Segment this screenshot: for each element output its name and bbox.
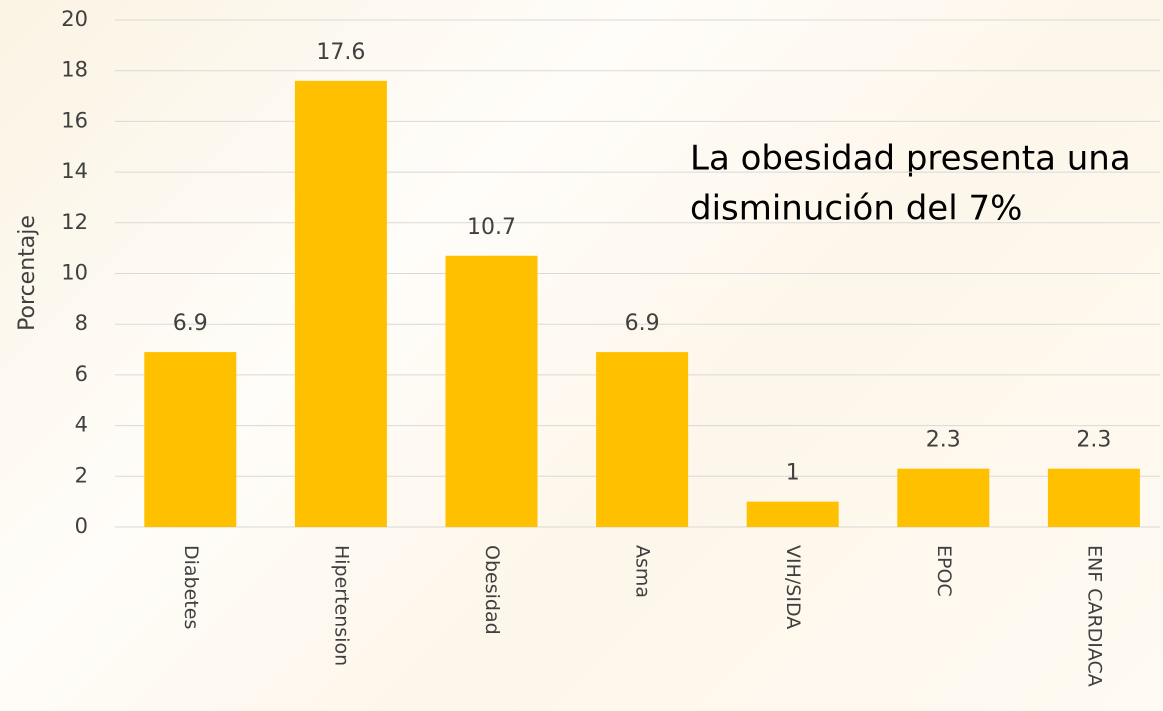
value-label: 17.6 xyxy=(316,40,365,65)
y-tick-label: 8 xyxy=(75,311,88,335)
value-label: 1 xyxy=(786,461,800,486)
y-tick-label: 20 xyxy=(61,7,88,31)
value-label: 2.3 xyxy=(1076,428,1111,453)
y-tick-label: 2 xyxy=(75,463,88,487)
y-tick-label: 16 xyxy=(61,108,88,132)
bar xyxy=(747,502,839,527)
y-tick-label: 12 xyxy=(61,210,88,234)
bar xyxy=(897,469,989,527)
value-label: 2.3 xyxy=(926,428,961,453)
bar xyxy=(1048,469,1140,527)
y-tick-label: 10 xyxy=(61,261,88,285)
bar xyxy=(446,256,538,527)
x-tick-label: VIH/SIDA xyxy=(782,545,804,629)
bar xyxy=(144,352,236,527)
y-axis-label: Porcentaje xyxy=(15,215,40,331)
chart: Porcentaje La obesidad presenta una dism… xyxy=(0,0,1163,711)
x-tick-label: ENF CARDIACA xyxy=(1083,545,1105,687)
value-label: 10.7 xyxy=(467,215,516,240)
y-tick-label: 0 xyxy=(75,514,88,538)
bar xyxy=(295,81,387,527)
value-label: 6.9 xyxy=(625,311,660,336)
x-tick-label: Obesidad xyxy=(481,545,503,635)
value-label: 6.9 xyxy=(173,311,208,336)
bar xyxy=(596,352,688,527)
x-tick-label: Hipertension xyxy=(330,545,352,666)
y-tick-label: 4 xyxy=(75,413,88,437)
y-tick-label: 18 xyxy=(61,58,88,82)
y-tick-label: 6 xyxy=(75,362,88,386)
x-tick-label: Asma xyxy=(632,545,654,598)
x-tick-label: Diabetes xyxy=(180,545,202,629)
y-tick-label: 14 xyxy=(61,159,88,183)
x-tick-label: EPOC xyxy=(933,545,955,597)
